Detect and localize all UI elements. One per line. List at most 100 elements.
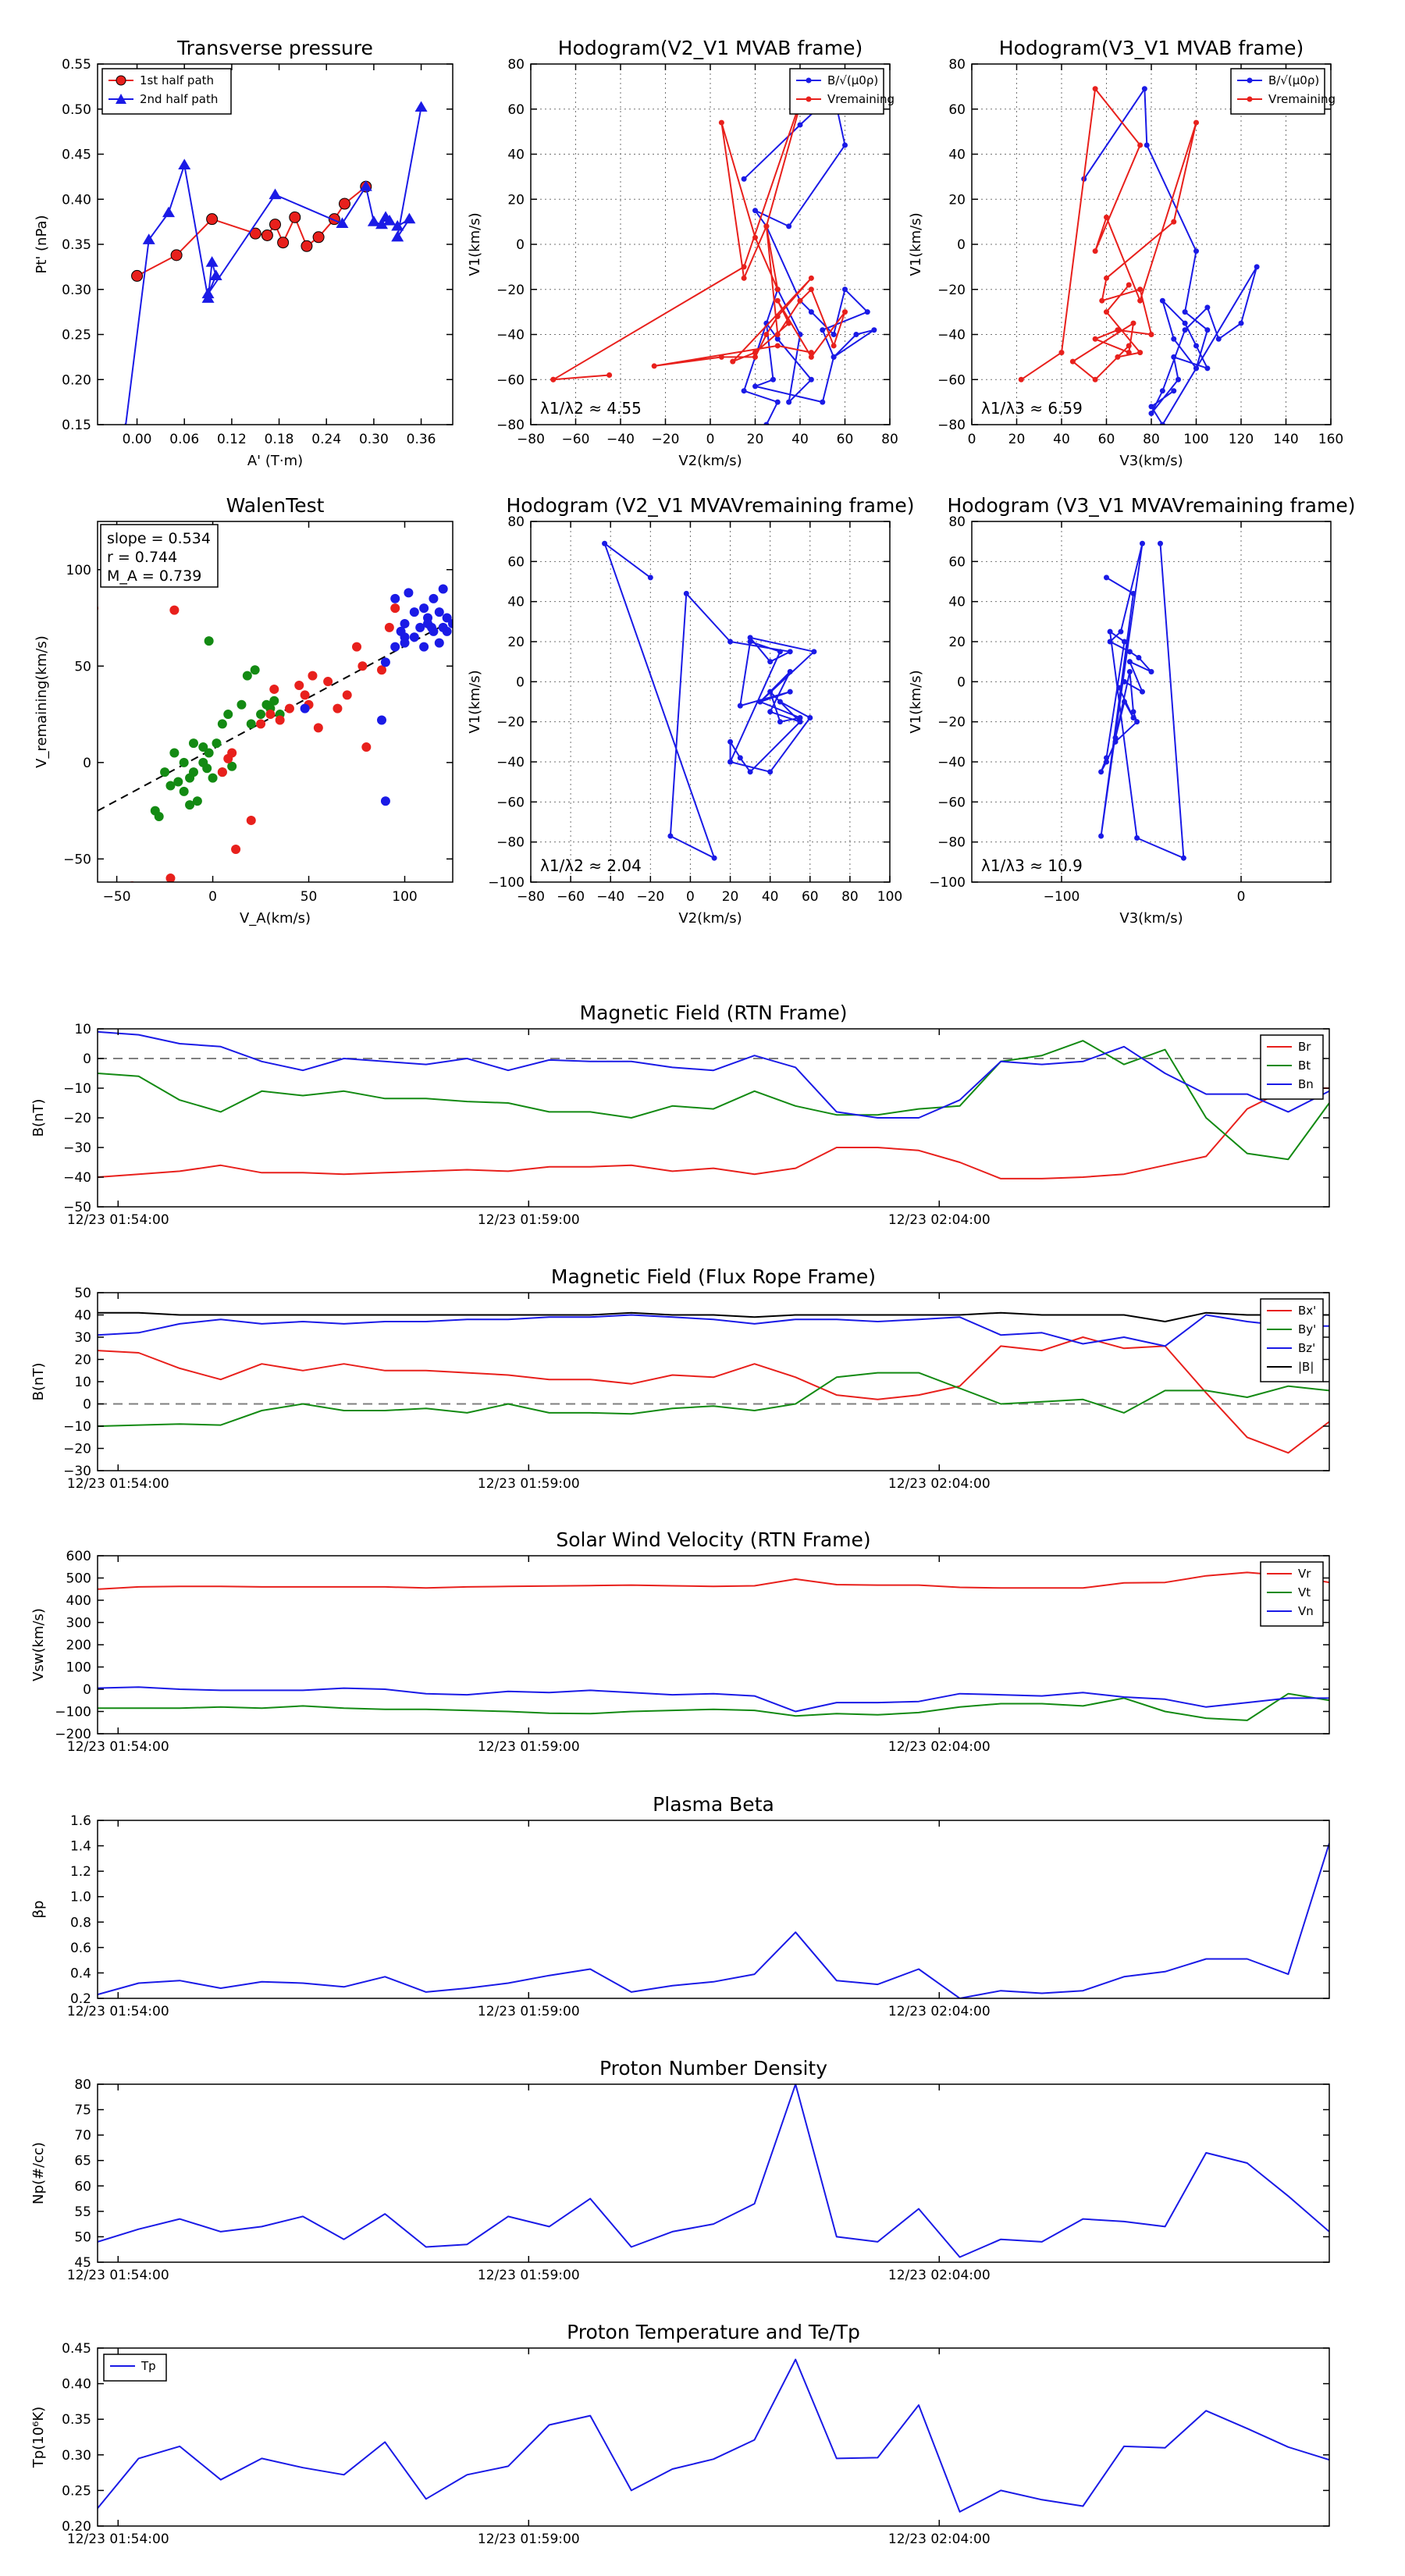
data-point <box>1130 590 1136 596</box>
data-point <box>383 214 397 226</box>
data-point <box>1134 835 1140 841</box>
data-point <box>777 719 783 725</box>
series-red <box>98 603 400 882</box>
y-tick-label: 80 <box>948 514 966 530</box>
grid <box>530 521 891 883</box>
x-tick-label: 40 <box>762 889 779 905</box>
data-point <box>741 275 747 281</box>
x-tick-label: 20 <box>722 889 739 905</box>
series-line <box>98 1030 1329 1119</box>
scatter-point <box>275 715 285 725</box>
fit-line <box>98 619 453 812</box>
x-tick-label: 12/23 01:54:00 <box>67 1212 169 1228</box>
y-tick-label: 75 <box>74 2103 91 2119</box>
data-point <box>831 343 837 349</box>
scatter-point <box>377 665 386 675</box>
x-tick-label: 12/23 02:04:00 <box>888 2268 991 2283</box>
axes-frame <box>97 521 454 883</box>
stats-line: M_A = 0.739 <box>107 568 201 585</box>
x-tick-label: 0.18 <box>265 432 294 447</box>
data-point <box>170 249 183 262</box>
y-tick-label: 500 <box>66 1571 91 1587</box>
data-point <box>1130 320 1136 326</box>
y-tick-label: 100 <box>66 563 91 578</box>
scatter-point <box>188 767 198 777</box>
scatter-point <box>419 642 429 652</box>
data-point <box>1092 86 1098 92</box>
data-point <box>1126 669 1133 674</box>
data-point <box>1140 540 1145 546</box>
data-point <box>602 540 608 546</box>
data-point <box>727 639 734 645</box>
data-point <box>1176 376 1181 382</box>
data-point <box>1116 685 1122 691</box>
data-point <box>1193 365 1199 372</box>
data-point <box>1126 649 1133 655</box>
y-tick-label: −60 <box>496 795 525 810</box>
y-tick-label: −40 <box>496 755 525 770</box>
chart-temperature: 12/23 01:54:00 12/23 01:59:00 12/23 02:04:… <box>30 2321 1330 2547</box>
scatter-point <box>442 626 452 636</box>
data-point <box>774 286 781 293</box>
x-tick-label: 0.24 <box>311 432 341 447</box>
series-B/√(μ0ρ) <box>741 91 877 425</box>
y-tick-label: 600 <box>66 1549 91 1564</box>
y-tick-label: 55 <box>74 2204 91 2220</box>
axes-frame <box>971 521 1332 883</box>
y-tick-label: 0.40 <box>62 192 91 208</box>
y-tick-label: −50 <box>63 1200 91 1215</box>
data-point <box>249 227 261 240</box>
data-point <box>1104 275 1109 281</box>
y-tick-label: 20 <box>948 635 966 650</box>
data-point <box>1182 320 1188 326</box>
scatter-point <box>284 703 294 713</box>
x-tick-label: 80 <box>1143 432 1160 447</box>
y-tick-label: 0 <box>957 237 966 253</box>
data-point <box>1069 358 1076 365</box>
series-line <box>98 1692 1329 1721</box>
x-tick-label: 100 <box>392 889 417 905</box>
y-tick-label: 0 <box>516 674 525 690</box>
data-point <box>1148 669 1154 674</box>
series-Bt <box>98 1040 1329 1161</box>
scatter-point <box>380 796 390 806</box>
y-tick-label: −20 <box>937 283 966 298</box>
chart-mag_rtn: 12/23 01:54:00 12/23 01:59:00 12/23 02:04:… <box>30 1002 1330 1228</box>
data-point <box>786 399 792 405</box>
x-tick-label: 12/23 01:54:00 <box>67 2004 169 2019</box>
chart-hodo2: 0 20 40 60 80 100 120 140 160 −80 −60 −40 −20 0 20 40 60… <box>908 37 1343 469</box>
data-point <box>1159 297 1165 304</box>
legend-label: Br <box>1298 1040 1311 1054</box>
y-tick-label: 1.0 <box>70 1890 91 1905</box>
data-point <box>1215 336 1222 342</box>
data-point <box>1018 376 1024 382</box>
y-tick-label: 20 <box>507 192 525 208</box>
data-point <box>1148 411 1154 417</box>
data-point <box>1182 327 1188 333</box>
y-tick-label: −100 <box>488 875 525 891</box>
scatter-point <box>390 593 400 603</box>
legend-label: Bt <box>1298 1059 1311 1073</box>
y-tick-label: 65 <box>74 2154 91 2169</box>
legend-marker <box>116 75 126 86</box>
data-point <box>747 769 753 775</box>
series-By' <box>98 1372 1329 1427</box>
scatter-point <box>380 657 390 667</box>
data-point <box>787 688 793 695</box>
x-tick-label: 0.36 <box>407 432 436 447</box>
data-point <box>763 223 770 229</box>
data-point <box>1144 142 1150 148</box>
legend-label: 2nd half path <box>140 92 218 106</box>
scatter-point <box>269 696 279 706</box>
y-tick-label: 50 <box>74 659 91 674</box>
chart-title: Proton Temperature and Te/Tp <box>567 2321 860 2343</box>
data-point <box>261 229 273 241</box>
chart-title: Plasma Beta <box>653 1793 774 1816</box>
ticks <box>98 63 453 425</box>
scatter-point <box>165 873 176 882</box>
x-tick-label: 0.30 <box>359 432 389 447</box>
series-line <box>98 1040 1329 1161</box>
series-V <box>1098 540 1186 861</box>
y-tick-label: 20 <box>507 635 525 650</box>
scatter-point <box>208 773 218 783</box>
